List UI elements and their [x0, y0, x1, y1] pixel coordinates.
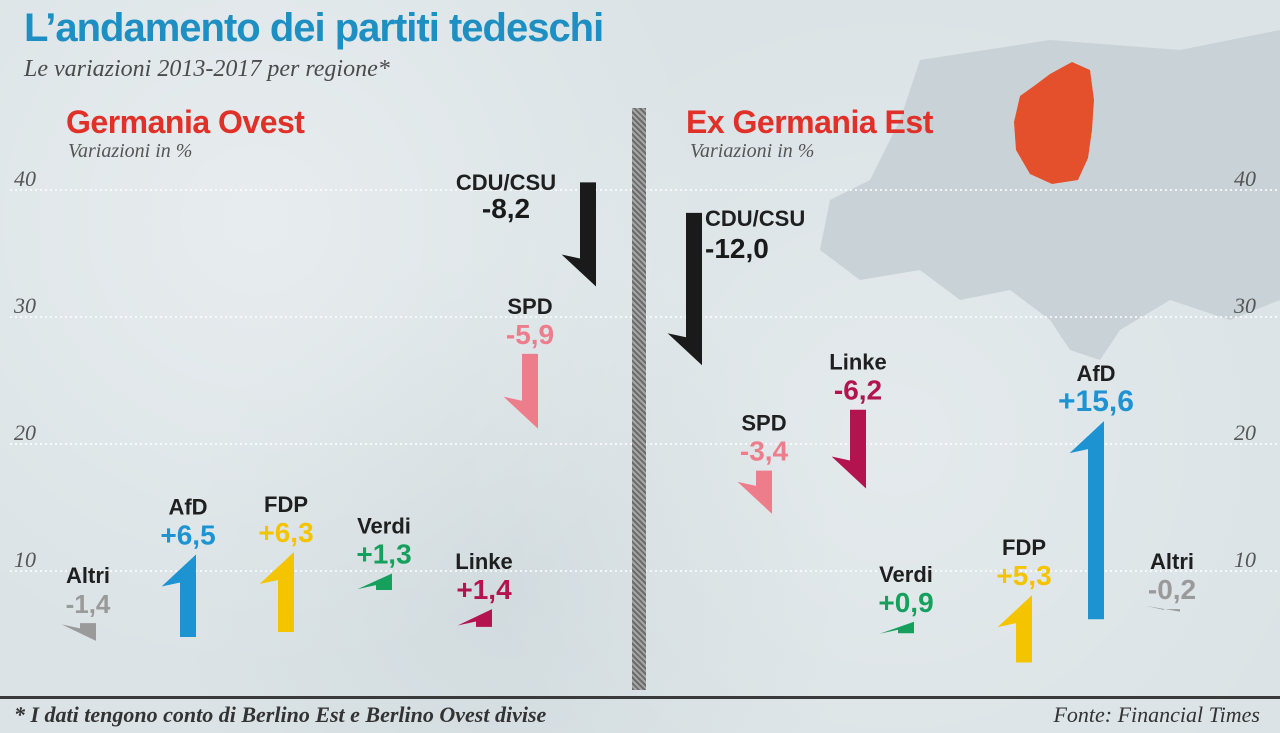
- y-tick-left-20: 20: [14, 420, 36, 445]
- label-value-fdp-east: +5,3: [996, 560, 1051, 591]
- label-name-linke-west: Linke: [455, 549, 512, 574]
- label-value-fdp-west: +6,3: [258, 517, 313, 548]
- label-name-afd-west: AfD: [168, 494, 207, 519]
- label-value-altri-east: -0,2: [1148, 574, 1196, 605]
- page-subtitle: Le variazioni 2013-2017 per regione*: [24, 56, 390, 82]
- label-name-fdp-east: FDP: [1002, 535, 1046, 560]
- label-name-spd-east: SPD: [741, 411, 786, 436]
- label-value-verdi-west: +1,3: [356, 539, 411, 570]
- arrow-fdp-east: [997, 595, 1032, 663]
- arrow-verdi-east: [879, 621, 914, 634]
- footnote: * I dati tengono conto di Berlino Est e …: [14, 702, 547, 727]
- arrow-afd-west: [161, 554, 196, 638]
- label-name-fdp-west: FDP: [264, 492, 308, 517]
- label-value-linke-west: +1,4: [456, 574, 512, 605]
- label-value-afd-east: +15,6: [1058, 385, 1134, 418]
- source-credit: Fonte: Financial Times: [1053, 702, 1260, 727]
- arrow-fdp-west: [259, 551, 294, 632]
- arrow-linke-west: [457, 609, 492, 627]
- y-tick-right-30: 30: [1233, 293, 1256, 318]
- region-title-east: Ex Germania Est: [686, 104, 933, 140]
- label-name-altri-west: Altri: [66, 563, 110, 588]
- arrow-altri-east: [1145, 605, 1180, 612]
- y-tick-right-40: 40: [1234, 166, 1256, 191]
- label-name-cdu-csu-east: CDU/CSU: [705, 206, 805, 231]
- label-value-linke-east: -6,2: [834, 375, 882, 406]
- label-name-altri-east: Altri: [1150, 549, 1194, 574]
- footer-rule: [0, 696, 1280, 699]
- label-name-linke-east: Linke: [829, 350, 886, 375]
- region-ylabel-east: Variazioni in %: [690, 140, 815, 162]
- region-title-west: Germania Ovest: [66, 104, 305, 140]
- label-value-cdu-csu-west: -8,2: [482, 193, 530, 224]
- y-tick-right-10: 10: [1234, 547, 1256, 572]
- region-ylabel-west: Variazioni in %: [68, 140, 193, 162]
- y-tick-left-30: 30: [13, 293, 36, 318]
- arrow-spd-east: [737, 470, 772, 514]
- label-name-afd-east: AfD: [1076, 361, 1115, 386]
- panel-divider: [632, 108, 646, 690]
- label-name-cdu-csu-west: CDU/CSU: [456, 170, 556, 195]
- arrow-afd-east: [1069, 421, 1104, 620]
- label-value-altri-west: -1,4: [66, 589, 111, 619]
- label-name-verdi-east: Verdi: [879, 562, 933, 587]
- label-name-verdi-west: Verdi: [357, 514, 411, 539]
- europe-map-germany-highlight: [820, 30, 1280, 360]
- arrow-linke-east: [831, 409, 866, 489]
- arrow-altri-west: [61, 623, 96, 641]
- y-tick-left-40: 40: [14, 166, 36, 191]
- label-value-spd-east: -3,4: [740, 436, 789, 467]
- page-title: L’andamento dei partiti tedeschi: [24, 6, 604, 50]
- label-value-cdu-csu-east: -12,0: [705, 233, 769, 264]
- label-name-spd-west: SPD: [507, 294, 552, 319]
- arrow-cdu-csu-east: [667, 212, 702, 366]
- label-value-spd-west: -5,9: [506, 319, 554, 350]
- label-value-verdi-east: +0,9: [878, 587, 933, 618]
- arrow-spd-west: [503, 353, 538, 429]
- arrow-verdi-west: [357, 573, 392, 591]
- y-tick-left-10: 10: [14, 547, 36, 572]
- arrow-cdu-csu-west: [561, 182, 596, 287]
- label-value-afd-west: +6,5: [160, 519, 215, 550]
- y-tick-right-20: 20: [1234, 420, 1256, 445]
